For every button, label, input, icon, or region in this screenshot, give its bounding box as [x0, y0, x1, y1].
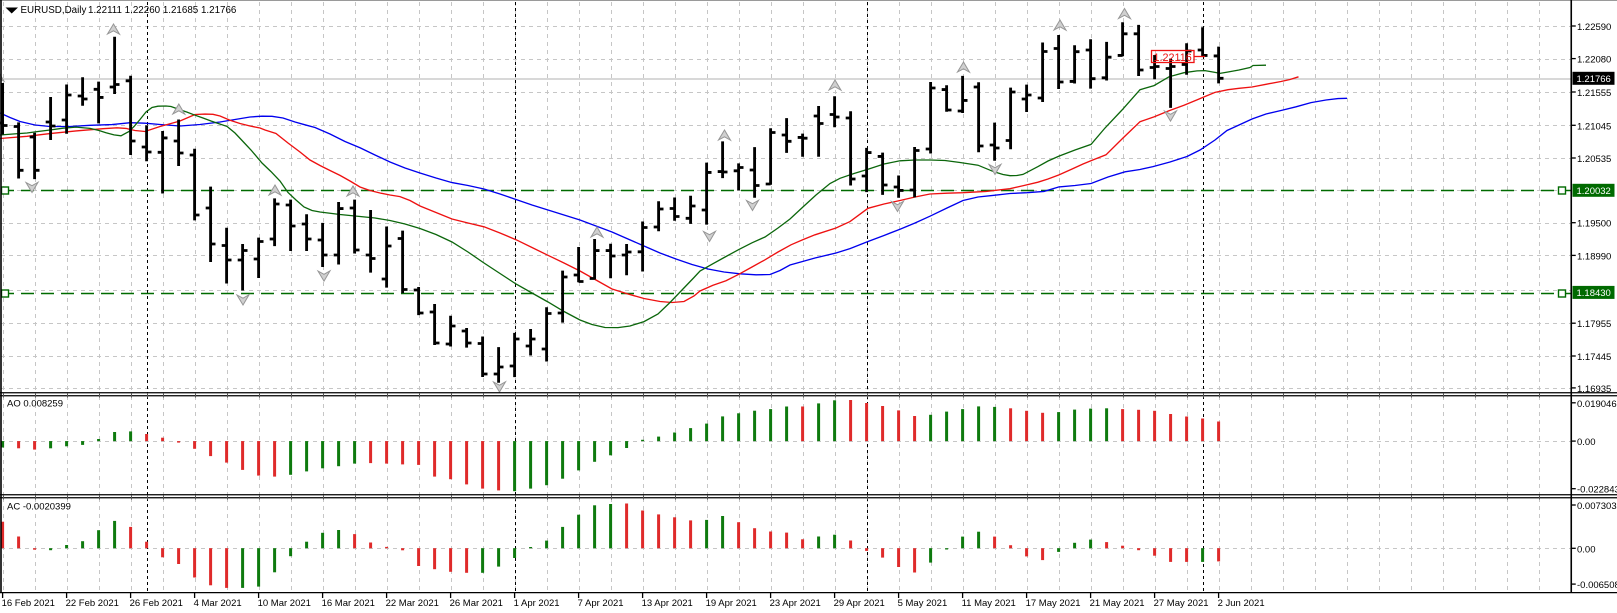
- svg-text:27 May 2021: 27 May 2021: [1154, 598, 1209, 609]
- svg-text:1.21045: 1.21045: [1577, 121, 1611, 132]
- svg-text:0.019046: 0.019046: [1577, 399, 1617, 410]
- svg-text:5 May 2021: 5 May 2021: [898, 598, 948, 609]
- svg-text:13 Apr 2021: 13 Apr 2021: [642, 598, 693, 609]
- svg-text:16 Feb 2021: 16 Feb 2021: [2, 598, 55, 609]
- svg-text:26 Feb 2021: 26 Feb 2021: [130, 598, 183, 609]
- svg-text:17 May 2021: 17 May 2021: [1026, 598, 1081, 609]
- svg-text:1.17955: 1.17955: [1577, 319, 1611, 330]
- svg-text:26 Mar 2021: 26 Mar 2021: [450, 598, 503, 609]
- svg-text:22 Mar 2021: 22 Mar 2021: [386, 598, 439, 609]
- svg-text:1.17445: 1.17445: [1577, 352, 1611, 363]
- svg-text:1.21766: 1.21766: [1577, 74, 1611, 85]
- svg-text:22 Feb 2021: 22 Feb 2021: [66, 598, 119, 609]
- svg-text:1.16935: 1.16935: [1577, 384, 1611, 395]
- svg-text:10 Mar 2021: 10 Mar 2021: [258, 598, 311, 609]
- svg-text:1.22590: 1.22590: [1577, 22, 1611, 33]
- svg-text:2 Jun 2021: 2 Jun 2021: [1218, 598, 1265, 609]
- svg-text:0.00: 0.00: [1577, 544, 1596, 555]
- svg-text:1.20032: 1.20032: [1577, 186, 1611, 197]
- svg-text:1.18990: 1.18990: [1577, 251, 1611, 262]
- svg-text:16 Mar 2021: 16 Mar 2021: [322, 598, 375, 609]
- svg-text:-0.0065081: -0.0065081: [1577, 580, 1617, 591]
- svg-text:AC -0.0020399: AC -0.0020399: [7, 502, 71, 513]
- svg-text:7 Apr 2021: 7 Apr 2021: [578, 598, 624, 609]
- svg-text:21 May 2021: 21 May 2021: [1090, 598, 1145, 609]
- svg-text:EURUSD,Daily: EURUSD,Daily: [21, 5, 87, 16]
- svg-text:1.22080: 1.22080: [1577, 55, 1611, 66]
- svg-text:0.00: 0.00: [1577, 437, 1596, 448]
- svg-text:1.20535: 1.20535: [1577, 154, 1611, 165]
- svg-text:1.21555: 1.21555: [1577, 88, 1611, 99]
- svg-text:19 Apr 2021: 19 Apr 2021: [706, 598, 757, 609]
- svg-text:-0.022843: -0.022843: [1577, 485, 1617, 496]
- svg-text:4 Mar 2021: 4 Mar 2021: [194, 598, 242, 609]
- svg-text:1.22116: 1.22116: [1154, 52, 1192, 64]
- svg-text:29 Apr 2021: 29 Apr 2021: [834, 598, 885, 609]
- svg-text:1.18430: 1.18430: [1577, 288, 1611, 299]
- svg-text:1.19500: 1.19500: [1577, 219, 1611, 230]
- svg-text:23 Apr 2021: 23 Apr 2021: [770, 598, 821, 609]
- svg-text:0.0073037: 0.0073037: [1577, 501, 1617, 512]
- svg-text:1.22111 1.22260 1.21685 1.2176: 1.22111 1.22260 1.21685 1.21766: [88, 5, 237, 16]
- svg-text:AO 0.008259: AO 0.008259: [7, 399, 63, 410]
- svg-text:1 Apr 2021: 1 Apr 2021: [514, 598, 560, 609]
- svg-text:11 May 2021: 11 May 2021: [962, 598, 1016, 609]
